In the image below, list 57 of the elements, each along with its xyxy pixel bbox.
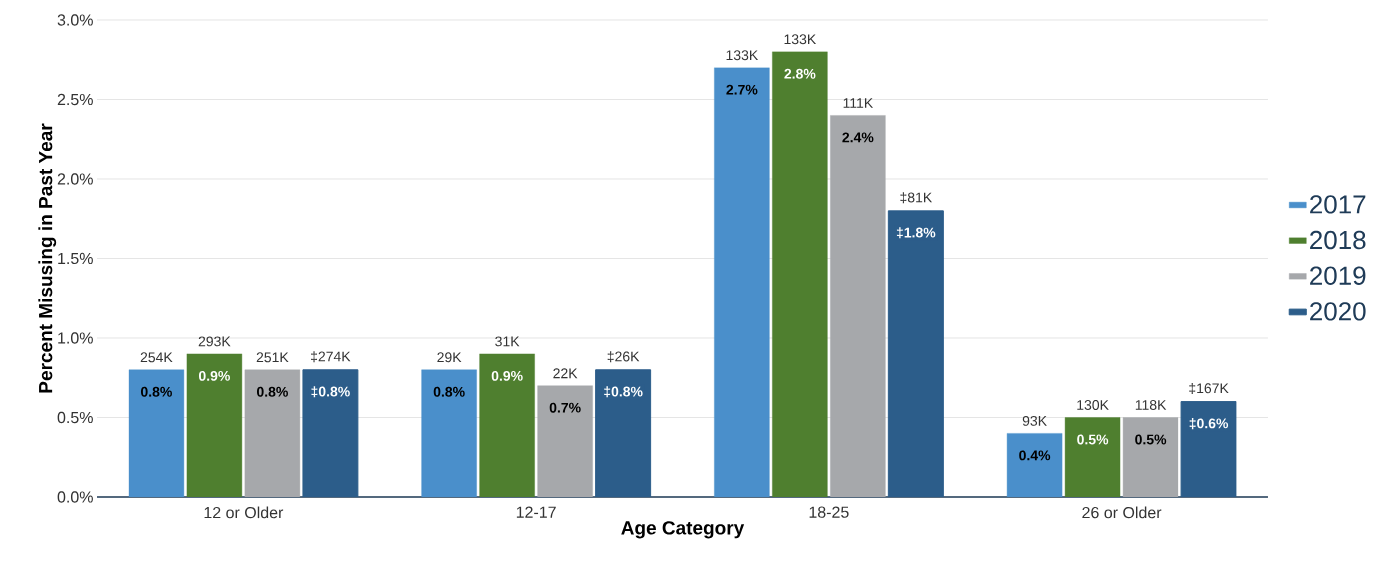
legend-label: 2020 [1310,302,1366,321]
x-axis-title: Age Category [621,521,745,539]
y-axis-title: Percent Misusing in Past Year [38,123,57,393]
data-label: 2.4% [842,132,874,143]
y-tick-label: 0.0% [57,491,93,503]
data-label: ‡1.8% [896,227,936,239]
data-label: 0.7% [549,402,581,413]
y-tick-label: 2.5% [57,93,93,106]
annotation: 133K [784,34,817,45]
annotation: 29K [437,352,462,363]
legend-label: 2019 [1310,266,1366,285]
data-label: ‡0.8% [604,386,643,398]
data-label: 0.5% [1077,434,1109,445]
data-label: 0.5% [1135,434,1167,445]
annotation: 93K [1022,415,1047,426]
bar [244,369,301,497]
annotation: ‡167K [1189,382,1229,395]
data-label: 0.8% [140,386,172,397]
data-label: 2.7% [726,84,758,95]
bar [421,369,477,497]
bar [1122,417,1179,497]
x-tick-label: 12 or Older [204,506,284,519]
data-label: ‡0.6% [1189,418,1229,430]
data-label: 0.9% [198,370,230,381]
x-tick-label: 18-25 [809,506,849,518]
legend-label: 2018 [1310,230,1366,250]
annotation: ‡26K [607,351,640,363]
annotation: 293K [198,336,231,347]
data-label: 0.8% [256,386,288,397]
y-tick-label: 0.5% [57,411,93,424]
x-tick-label: 26 or Older [1082,506,1162,519]
y-tick-label: 2.0% [57,173,93,185]
annotation: ‡81K [900,192,933,204]
y-tick-label: 1.0% [58,332,93,344]
legend-label: 2017 [1310,195,1366,214]
bar [1006,433,1063,497]
bar [128,369,185,497]
y-tick-label: 3.0% [57,14,93,26]
annotation: 133K [726,50,759,61]
data-label: 0.8% [433,386,465,397]
annotation: 130K [1077,400,1109,410]
data-label: ‡0.8% [311,386,350,398]
bar [537,385,593,497]
data-label: 0.4% [1019,450,1051,461]
x-tick-label: 12-17 [516,506,556,518]
bar [830,115,886,497]
annotation: 111K [843,98,874,108]
annotation: 31K [495,336,520,347]
annotation: 118K [1135,400,1167,410]
y-tick-label: 1.5% [58,252,93,265]
annotation: 22K [553,368,578,379]
bar [714,67,770,497]
data-label: 0.9% [491,370,523,381]
annotation: 251K [256,352,289,363]
annotation: ‡274K [311,351,351,363]
annotation: 254K [140,352,173,363]
data-label: 2.8% [784,68,816,79]
